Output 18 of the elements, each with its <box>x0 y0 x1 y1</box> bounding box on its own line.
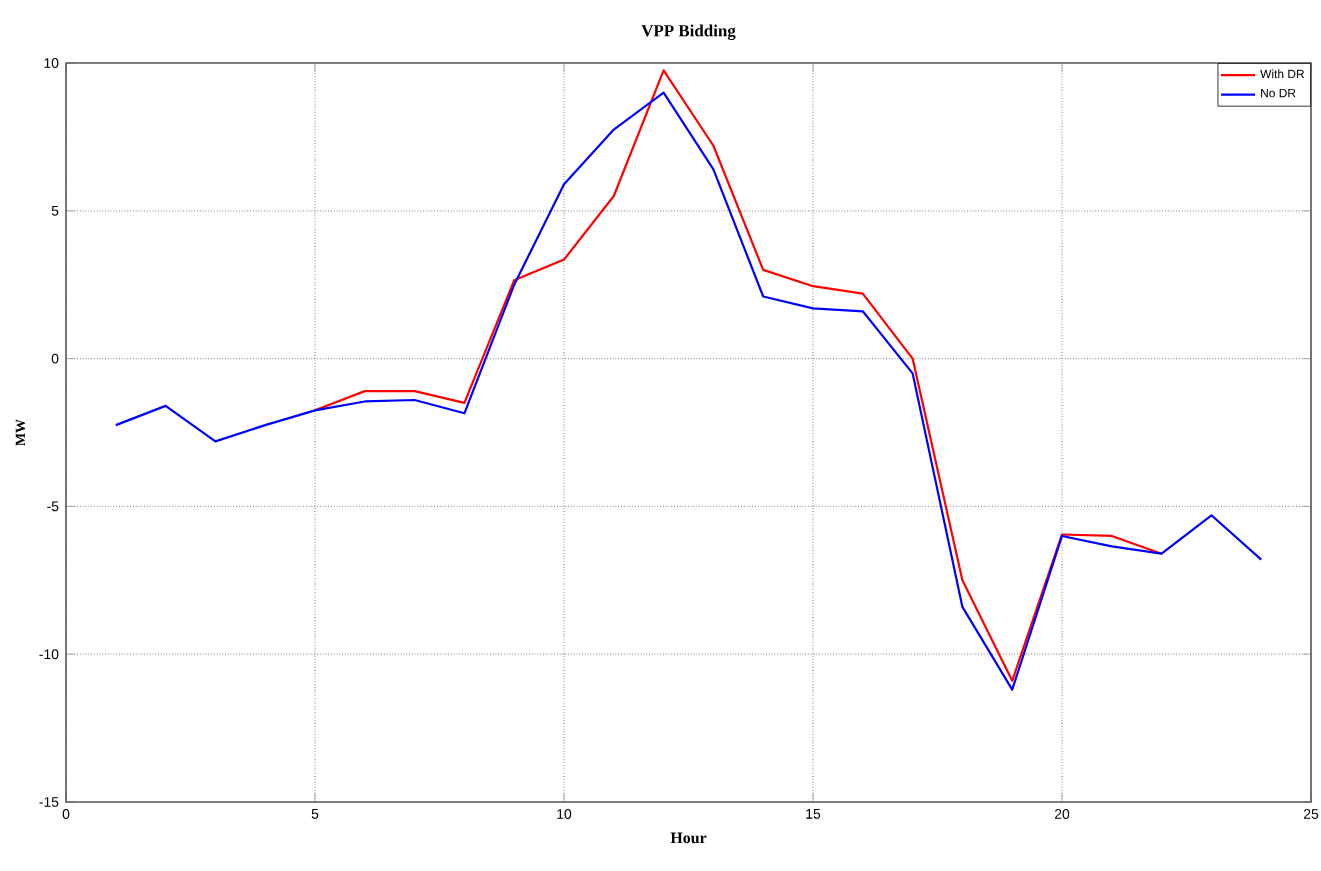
x-axis-title: Hour <box>670 832 707 844</box>
y-tick-label: -10 <box>39 649 59 660</box>
x-tick-label: 15 <box>806 809 821 819</box>
x-tick-label: 20 <box>1054 809 1070 819</box>
x-tick-label: 0 <box>62 809 70 819</box>
y-tick-label: -15 <box>39 797 59 807</box>
y-axis-title: MW <box>15 419 26 446</box>
x-tick-label: 25 <box>1303 809 1319 819</box>
y-tick-label: 0 <box>51 353 59 364</box>
x-tick-label: 5 <box>311 809 319 819</box>
legend-label: No DR <box>1261 89 1296 98</box>
x-tick-label: 10 <box>557 809 572 819</box>
y-tick-label: 5 <box>51 205 59 216</box>
line-series <box>114 91 1263 691</box>
chart-title: VPP Bidding <box>641 24 736 41</box>
legend-label: With DR <box>1260 69 1305 79</box>
y-tick-label: 10 <box>44 58 59 68</box>
y-tick-label: -5 <box>47 501 59 512</box>
